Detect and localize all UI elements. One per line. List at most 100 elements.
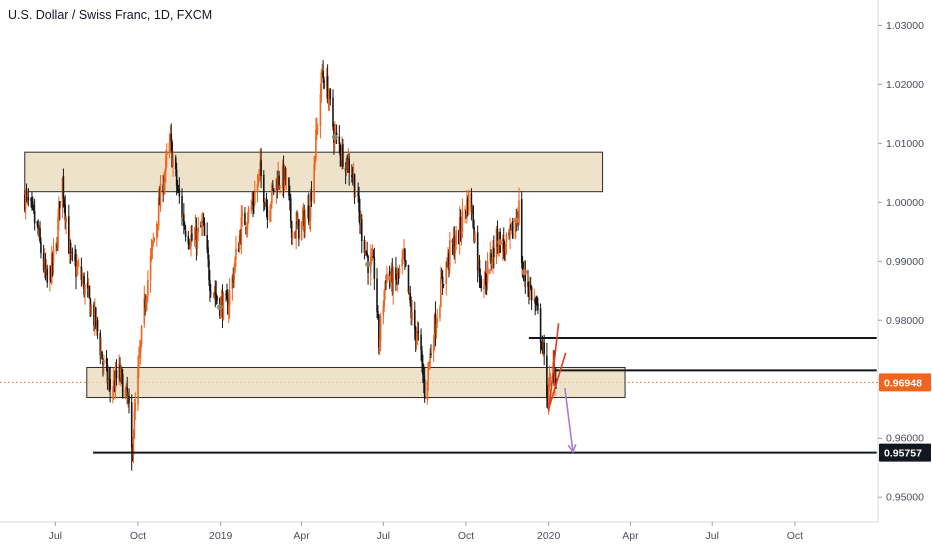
candle-body bbox=[485, 282, 488, 284]
candle-body bbox=[427, 362, 430, 380]
candle-body bbox=[37, 224, 40, 235]
price-tick-label: 1.02000 bbox=[886, 79, 924, 91]
candle-body bbox=[340, 156, 342, 158]
candle-body bbox=[247, 208, 250, 220]
candle-body bbox=[404, 249, 406, 262]
candle-body bbox=[401, 257, 403, 267]
candle-body bbox=[527, 281, 529, 287]
candle-body bbox=[357, 192, 359, 197]
candle-body bbox=[290, 220, 293, 239]
candle-body bbox=[351, 175, 354, 177]
pattern-marker bbox=[513, 217, 520, 224]
candle-body bbox=[313, 164, 315, 203]
candle-body bbox=[304, 217, 306, 232]
candle-body bbox=[546, 355, 548, 399]
candle-body bbox=[465, 211, 467, 214]
candle-body bbox=[360, 219, 362, 224]
candle-body bbox=[448, 252, 450, 265]
candle-body bbox=[474, 233, 476, 242]
candle-body bbox=[25, 192, 28, 195]
projection-arrow-shaft bbox=[564, 388, 574, 452]
candle-body bbox=[231, 275, 234, 290]
candle-body bbox=[109, 379, 111, 390]
candle-body bbox=[253, 202, 255, 205]
candle-body bbox=[413, 309, 416, 330]
candle-body bbox=[31, 200, 33, 204]
candle-body bbox=[524, 269, 527, 282]
candle-body bbox=[38, 229, 40, 237]
candle-body bbox=[256, 183, 259, 193]
candle-body bbox=[284, 168, 287, 181]
candle-body bbox=[40, 242, 42, 253]
candle-body bbox=[133, 410, 136, 439]
candle-body bbox=[68, 242, 71, 252]
candle-body bbox=[32, 201, 34, 206]
candle-body bbox=[342, 144, 344, 167]
candle-body bbox=[131, 447, 134, 454]
candle-body bbox=[334, 132, 337, 134]
candle-body bbox=[150, 248, 153, 254]
candle-body bbox=[124, 388, 127, 397]
candle-body bbox=[51, 253, 54, 265]
candle-body bbox=[239, 234, 242, 243]
candle-body bbox=[302, 210, 305, 218]
candle-body bbox=[432, 345, 435, 353]
candle-body bbox=[222, 293, 225, 321]
candle-body bbox=[276, 179, 279, 190]
candle-body bbox=[259, 161, 262, 172]
price-tags: 0.96948 0.95757 bbox=[879, 373, 931, 462]
candle-body bbox=[106, 364, 109, 384]
candle-body bbox=[188, 242, 191, 246]
candle-body bbox=[321, 71, 324, 75]
pattern-marker bbox=[521, 269, 528, 276]
candle-body bbox=[251, 203, 253, 206]
candle-body bbox=[483, 286, 485, 290]
candle-body bbox=[81, 279, 84, 281]
candle-body bbox=[354, 194, 357, 197]
price-tick-label: 1.00000 bbox=[886, 197, 924, 209]
candle-body bbox=[121, 370, 123, 373]
candle-body bbox=[435, 324, 438, 334]
candle-body bbox=[473, 227, 475, 242]
candle-body bbox=[479, 277, 482, 281]
candle-body bbox=[228, 290, 231, 306]
candle-body bbox=[208, 260, 210, 281]
candle-body bbox=[183, 214, 185, 226]
time-tick-label: 2020 bbox=[537, 530, 561, 542]
candle-body bbox=[508, 232, 510, 236]
candle-body bbox=[194, 227, 197, 240]
candle-body bbox=[30, 198, 32, 202]
time-tick-label: Jul bbox=[706, 530, 719, 542]
time-tick-label: 2019 bbox=[209, 530, 233, 542]
price-axis[interactable]: 1.03000 1.02000 1.01000 1.00000 0.99000 0.980… bbox=[877, 0, 924, 522]
candle-body bbox=[530, 287, 533, 301]
time-tick-label: Oct bbox=[787, 530, 803, 542]
time-axis[interactable]: Jul Oct 2019 Apr Jul Oct 2020 Apr Jul Oct bbox=[0, 521, 878, 542]
trend-line bbox=[547, 323, 560, 412]
candle-body bbox=[316, 128, 319, 130]
candle-body bbox=[378, 338, 381, 349]
candle-body bbox=[546, 396, 549, 405]
candle-body bbox=[176, 186, 179, 191]
candle-body bbox=[476, 232, 479, 271]
candle-body bbox=[55, 242, 58, 251]
candle-body bbox=[484, 271, 486, 286]
candle-body bbox=[128, 395, 130, 404]
candle-body bbox=[201, 221, 204, 224]
candle-body bbox=[363, 239, 366, 253]
candle-body bbox=[397, 269, 400, 274]
candle-body bbox=[112, 390, 114, 392]
candle-body bbox=[156, 224, 159, 226]
candle-body bbox=[56, 244, 58, 248]
candle-body bbox=[225, 293, 227, 296]
candle-body bbox=[82, 277, 84, 282]
candle-body bbox=[103, 360, 105, 364]
candle-body bbox=[548, 377, 551, 385]
candle-body bbox=[445, 262, 448, 284]
candle-body bbox=[281, 166, 284, 189]
candle-body bbox=[415, 338, 418, 343]
candles bbox=[23, 60, 557, 471]
candle-body bbox=[364, 249, 367, 255]
candle-body bbox=[296, 221, 298, 225]
